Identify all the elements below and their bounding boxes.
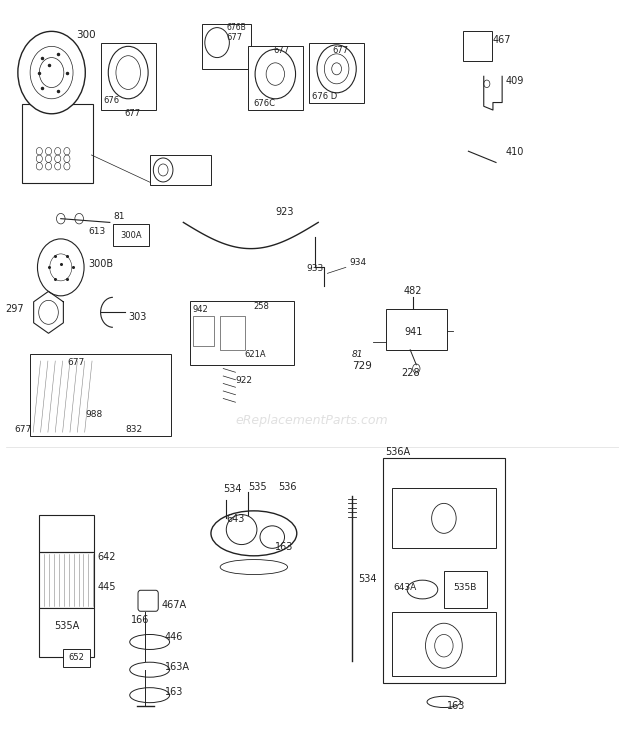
Text: 922: 922	[236, 377, 252, 386]
Bar	[248, 47, 303, 110]
Text: 941: 941	[404, 327, 422, 337]
Text: 613: 613	[89, 226, 105, 235]
Text: 446: 446	[165, 632, 184, 641]
Text: 677: 677	[332, 46, 348, 55]
Text: eReplacementParts.com: eReplacementParts.com	[236, 414, 388, 427]
Text: 303: 303	[128, 312, 146, 322]
Text: 81: 81	[113, 211, 125, 220]
Bar	[149, 155, 211, 185]
Text: 676 D: 676 D	[312, 92, 337, 101]
Bar	[100, 43, 156, 110]
Text: 729: 729	[352, 360, 372, 371]
Bar	[190, 301, 294, 365]
Text: 163: 163	[447, 702, 466, 711]
FancyBboxPatch shape	[22, 104, 93, 183]
Text: 300B: 300B	[89, 259, 113, 269]
Bar	[220, 316, 245, 350]
FancyBboxPatch shape	[113, 224, 149, 246]
Text: 535B: 535B	[453, 583, 477, 592]
Bar	[444, 571, 487, 608]
Bar	[386, 308, 447, 350]
Bar	[392, 612, 496, 676]
Text: 621A: 621A	[245, 350, 267, 359]
Text: 652: 652	[68, 653, 84, 663]
Text: 467A: 467A	[162, 600, 187, 611]
Text: 534: 534	[223, 484, 242, 494]
Text: 163: 163	[275, 542, 294, 552]
Text: 258: 258	[254, 302, 270, 311]
Text: 677: 677	[273, 46, 290, 55]
Text: 445: 445	[97, 581, 116, 592]
Text: 166: 166	[131, 615, 149, 625]
Text: 933: 933	[306, 264, 323, 273]
Circle shape	[18, 32, 86, 114]
Text: 677A: 677A	[175, 174, 197, 183]
Bar	[383, 459, 505, 683]
Text: 228: 228	[401, 368, 420, 378]
Text: 535A: 535A	[55, 621, 80, 631]
Bar	[39, 514, 94, 552]
Bar	[309, 43, 364, 102]
Text: 536: 536	[278, 482, 297, 492]
Bar	[193, 316, 214, 346]
Bar	[39, 552, 94, 608]
Text: 832: 832	[125, 425, 142, 434]
Text: 642: 642	[97, 551, 116, 562]
Bar	[39, 608, 94, 657]
Text: 643A: 643A	[394, 583, 417, 592]
Text: 482: 482	[404, 286, 423, 296]
Text: 536A: 536A	[386, 447, 411, 456]
Text: 163A: 163A	[165, 662, 190, 672]
Bar	[30, 353, 171, 436]
Text: 534: 534	[358, 574, 376, 584]
Text: 300: 300	[76, 30, 95, 40]
Text: 676C: 676C	[254, 99, 276, 108]
Text: 409: 409	[505, 76, 523, 86]
Ellipse shape	[211, 511, 297, 556]
Bar	[202, 24, 251, 69]
Text: 467: 467	[493, 35, 512, 44]
Text: 163: 163	[165, 687, 184, 697]
Text: 300A: 300A	[120, 231, 142, 240]
Text: 942: 942	[193, 305, 208, 314]
FancyBboxPatch shape	[63, 649, 89, 667]
Text: 676B: 676B	[226, 23, 246, 32]
Text: 297: 297	[6, 305, 24, 314]
Text: 676A: 676A	[175, 157, 197, 166]
Text: 410: 410	[505, 147, 523, 157]
Text: 535: 535	[248, 482, 267, 492]
Text: 81: 81	[352, 350, 363, 359]
Text: 677: 677	[15, 425, 32, 434]
Text: 923: 923	[275, 207, 294, 217]
Text: 988: 988	[86, 410, 102, 419]
Circle shape	[37, 239, 84, 296]
Text: 677: 677	[124, 109, 140, 118]
Bar	[392, 488, 496, 548]
Text: 677: 677	[67, 358, 84, 367]
Text: 676: 676	[104, 96, 120, 105]
Text: 677: 677	[226, 33, 242, 42]
Text: 643: 643	[226, 514, 245, 524]
Text: 934: 934	[349, 258, 366, 267]
